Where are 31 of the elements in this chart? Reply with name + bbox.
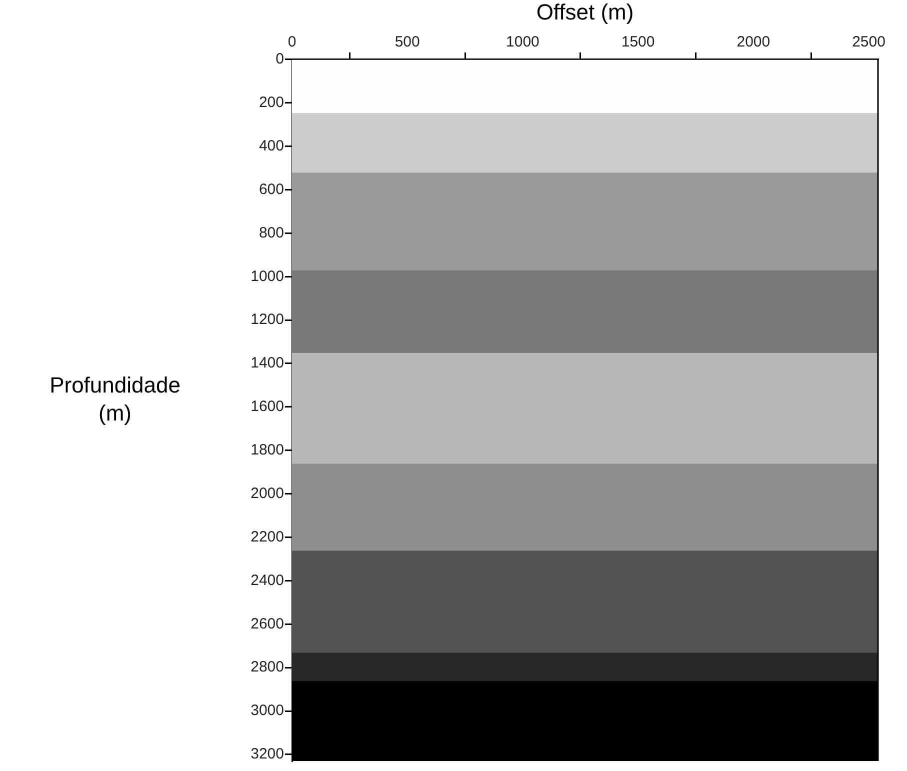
- x2-tick-label: 2000: [736, 34, 770, 51]
- y-tick-label: 1600: [250, 398, 284, 416]
- x2-tick-label: 2500: [852, 34, 886, 51]
- y-axis-title: Profundidade (m): [50, 372, 180, 426]
- bar: [292, 352, 878, 464]
- x2-tick-label: 0: [288, 34, 296, 51]
- bar: [292, 270, 878, 353]
- bar: [292, 172, 878, 270]
- y-tick-label: 3000: [250, 702, 284, 720]
- x2-tick-label: 1500: [621, 34, 655, 51]
- y-tick-label: 800: [258, 224, 284, 242]
- y-tick-label: 2600: [250, 615, 284, 632]
- y-tick-label: 2200: [250, 528, 284, 546]
- y-tick-label: 2400: [250, 572, 284, 589]
- bar: [292, 652, 878, 681]
- y-tick-label: 1200: [250, 311, 284, 328]
- y-tick-label: 600: [258, 180, 284, 198]
- y-tick-label: 1800: [250, 442, 284, 459]
- x2-tick-label: 500: [394, 34, 420, 51]
- y-tick-label: 200: [258, 94, 284, 111]
- bar: [292, 550, 878, 653]
- x2-axis-title: Offset (m): [536, 0, 634, 24]
- y-tick-label: 2800: [250, 658, 284, 676]
- y-tick-label: 400: [258, 137, 284, 154]
- x2-tick-label: 1000: [506, 34, 540, 51]
- y-tick-label: 1000: [250, 268, 284, 285]
- y-tick-label: 0: [276, 50, 284, 68]
- bar: [292, 463, 878, 551]
- y-tick-label: 2000: [250, 484, 284, 502]
- y-tick-label: 1400: [250, 354, 284, 372]
- y-tick-label: 3200: [250, 746, 284, 763]
